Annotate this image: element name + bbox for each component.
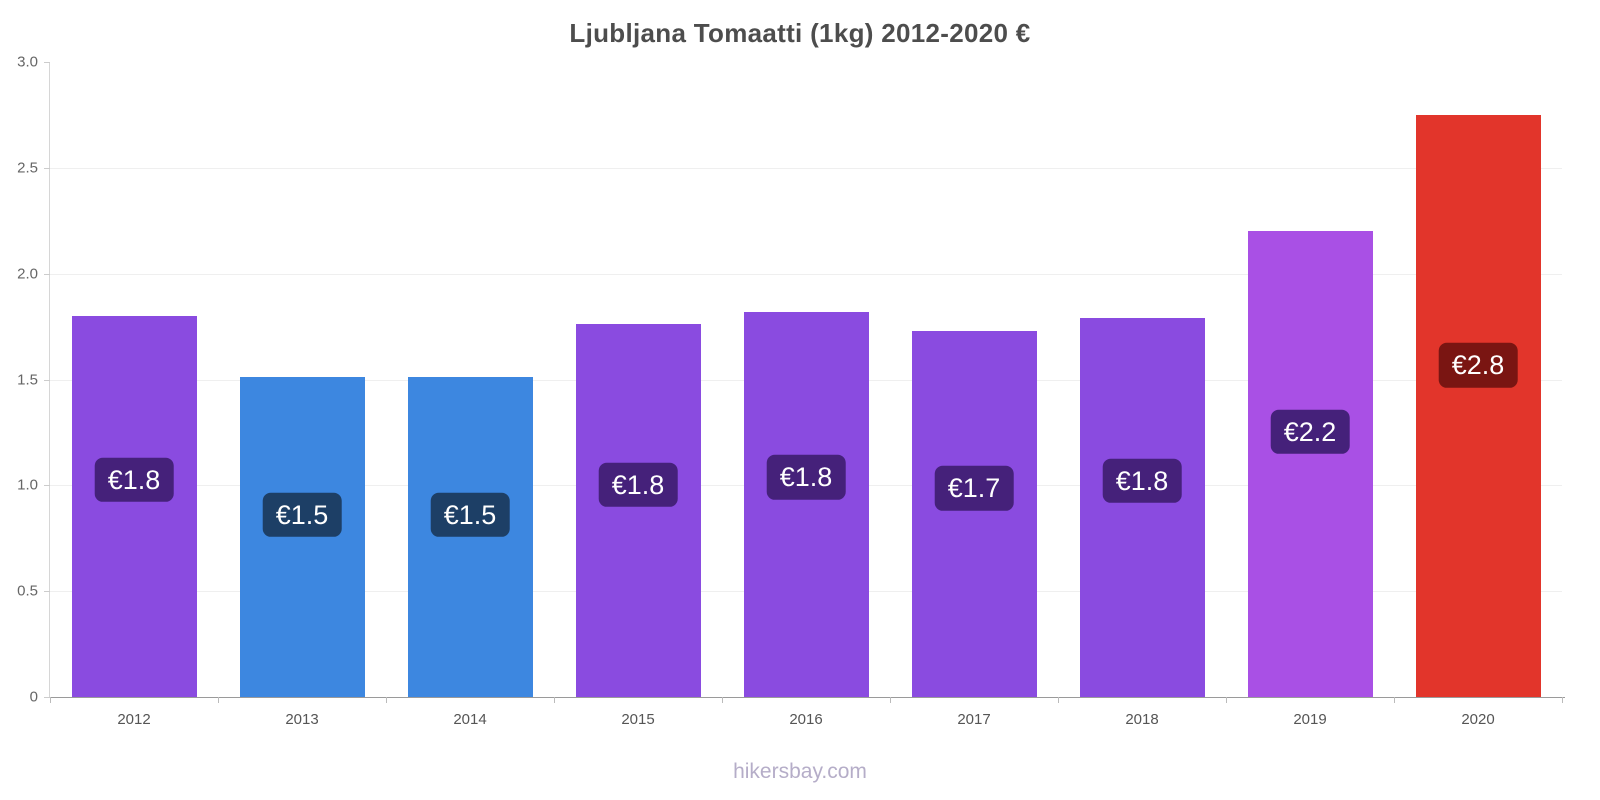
y-axis-tick-mark <box>44 697 50 698</box>
x-axis-tick-mark <box>218 697 219 703</box>
x-axis-tick-mark <box>554 697 555 703</box>
y-axis-tick-mark <box>44 167 50 169</box>
x-axis-tick-mark <box>1394 697 1395 703</box>
y-axis-tick-label-0.5: 0.5 <box>17 582 38 600</box>
bar-value-label-2016: €1.8 <box>766 455 846 500</box>
watermark-hikersbay: hikersbay.com <box>733 760 867 783</box>
x-axis-label-2014: 2014 <box>453 711 487 728</box>
x-axis-tick-mark <box>50 697 51 703</box>
y-axis-tick-label-2.5: 2.5 <box>17 159 38 177</box>
x-axis-label-2016: 2016 <box>789 711 823 728</box>
x-axis-tick-mark <box>1562 697 1563 703</box>
x-axis-tick-mark <box>1226 697 1227 703</box>
x-axis-label-2020: 2020 <box>1461 711 1495 728</box>
gridline-2.5 <box>50 167 1562 169</box>
bar-2012: €1.8 <box>71 316 197 697</box>
x-axis-tick-mark <box>1058 697 1059 703</box>
bar-2020: €2.8 <box>1415 114 1541 697</box>
bar-value-label-2018: €1.8 <box>1102 458 1182 504</box>
y-axis-tick-mark <box>44 273 50 275</box>
y-axis-tick-label-3.0: 3.0 <box>17 53 38 71</box>
x-axis-label-2012: 2012 <box>117 711 151 728</box>
y-axis-tick-mark <box>44 62 50 63</box>
bar-value-label-2017: €1.7 <box>934 466 1014 511</box>
chart-title: Ljubljana Tomaatti (1kg) 2012-2020 € <box>569 18 1031 48</box>
bar-2014: €1.5 <box>407 377 533 697</box>
x-axis-tick-mark <box>890 697 891 703</box>
x-axis-label-2015: 2015 <box>621 711 655 728</box>
bar-value-label-2020: €2.8 <box>1438 343 1518 388</box>
bar-value-label-2019: €2.2 <box>1270 409 1350 454</box>
y-axis-tick-mark <box>44 485 50 487</box>
x-axis-label-2017: 2017 <box>957 711 991 728</box>
bar-value-label-2013: €1.5 <box>262 492 342 538</box>
x-axis-label-2013: 2013 <box>285 711 319 728</box>
bar-2017: €1.7 <box>911 330 1037 697</box>
bar-2018: €1.8 <box>1079 318 1205 697</box>
y-axis-tick-label-1.5: 1.5 <box>17 371 38 388</box>
y-axis-tick-label-1.0: 1.0 <box>17 476 38 494</box>
gridline-2.0 <box>50 273 1562 275</box>
x-axis-label-2018: 2018 <box>1125 711 1159 728</box>
y-axis-tick-label-0: 0 <box>29 688 38 706</box>
bar-2019: €2.2 <box>1247 231 1373 697</box>
y-axis-tick-mark <box>44 591 50 593</box>
x-axis-line <box>49 697 1565 698</box>
x-axis-tick-mark <box>722 697 723 703</box>
bar-2013: €1.5 <box>239 377 365 697</box>
bar-value-label-2012: €1.8 <box>94 457 174 503</box>
bar-value-label-2015: €1.8 <box>598 462 678 507</box>
bar-2015: €1.8 <box>575 324 701 697</box>
bar-value-label-2014: €1.5 <box>430 492 510 538</box>
bar-2016: €1.8 <box>743 311 869 697</box>
x-axis-tick-mark <box>386 697 387 703</box>
y-axis-tick-label-2.0: 2.0 <box>17 265 38 283</box>
plot-area: 0 0.5 1.0 1.5 2.0 2.5 3.0 €1.8 2012 €1.5 2013 €1.5 2… <box>17 54 1565 728</box>
x-axis-label-2019: 2019 <box>1293 711 1327 728</box>
y-axis-tick-mark <box>44 379 50 381</box>
